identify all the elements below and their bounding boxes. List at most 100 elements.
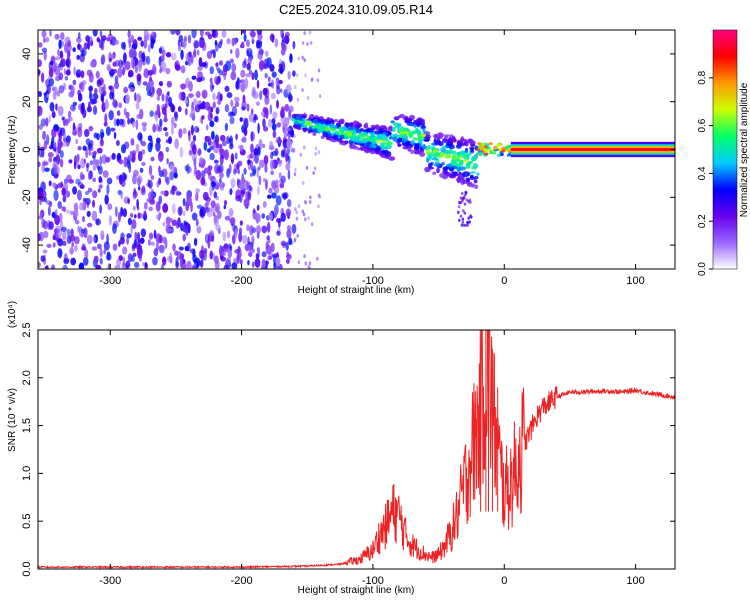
spectrogram-noise-cell xyxy=(226,230,231,239)
spectrogram-noise-cell xyxy=(184,98,188,104)
spectrogram-noise-cell xyxy=(309,199,312,204)
spectrogram-noise-cell xyxy=(136,243,143,251)
spectrogram-noise-cell xyxy=(57,200,62,209)
spectrogram-noise-cell xyxy=(87,101,91,112)
spectrogram-noise-cell xyxy=(258,159,265,168)
spectrogram-noise-cell xyxy=(163,126,168,132)
spectrogram-noise-cell xyxy=(57,144,62,154)
spectrogram-noise-cell xyxy=(223,199,228,206)
spectrogram-noise-cell xyxy=(142,125,147,132)
spectrogram-noise-cell xyxy=(280,212,286,222)
spectrogram-noise-cell xyxy=(264,163,268,173)
spectrogram-noise-cell xyxy=(70,257,77,266)
spectrogram-noise-cell xyxy=(278,172,282,179)
spectrogram-noise-cell xyxy=(209,120,215,128)
spectrogram-streak-cell xyxy=(344,140,349,145)
spectrogram-noise-cell xyxy=(255,101,261,106)
spectrogram-streak-cell xyxy=(341,127,345,133)
spectrogram-noise-cell xyxy=(296,73,299,78)
spectrogram-noise-cell xyxy=(230,153,235,165)
spectrogram-noise-cell xyxy=(247,190,252,201)
spectrogram-noise-cell xyxy=(72,79,77,86)
spectrogram-noise-cell xyxy=(67,110,72,119)
spectrogram-noise-cell xyxy=(142,81,148,86)
spectrogram-band-cell xyxy=(501,146,506,150)
spectrogram-noise-cell xyxy=(246,224,250,232)
spectrogram-streak-cell xyxy=(461,217,465,221)
spectrogram-noise-cell xyxy=(84,248,89,260)
spectrogram-noise-cell xyxy=(68,159,73,164)
spectrogram-noise-cell xyxy=(77,164,81,170)
spectrogram-streak-cell xyxy=(399,129,406,133)
spectrogram-noise-cell xyxy=(99,155,103,166)
spectrogram-noise-cell xyxy=(286,258,290,264)
spectrogram-streak-cell xyxy=(460,223,464,227)
spectrogram-noise-cell xyxy=(141,185,146,193)
spectrogram-noise-cell xyxy=(112,68,118,74)
spectrogram-streak-cell xyxy=(441,145,446,150)
spectrogram-noise-cell xyxy=(267,119,273,128)
spectrogram-streak-cell xyxy=(415,127,419,132)
spectrogram-noise-cell xyxy=(151,31,156,38)
spectrogram-noise-cell xyxy=(89,160,94,166)
spectrogram-noise-cell xyxy=(212,92,216,101)
spectrogram-noise-cell xyxy=(39,212,43,218)
spectrogram-noise-cell xyxy=(209,250,213,260)
spectrogram-noise-cell xyxy=(150,156,155,162)
spectrogram-noise-cell xyxy=(215,141,219,149)
spectrogram-noise-cell xyxy=(296,97,300,102)
spectrogram-noise-cell xyxy=(42,130,47,141)
spectrogram-noise-cell xyxy=(288,237,293,246)
spectrogram-noise-cell xyxy=(252,91,259,100)
spectrogram-noise-cell xyxy=(82,215,85,223)
spectrogram-noise-cell xyxy=(118,240,121,247)
spectrogram-noise-cell xyxy=(237,169,240,175)
spectrogram-noise-cell xyxy=(162,221,166,227)
spectrogram-streak-cell xyxy=(436,167,440,174)
spectrogram-band-cell xyxy=(477,142,482,146)
spectrogram-noise-cell xyxy=(174,250,179,256)
spectrogram-noise-cell xyxy=(287,116,293,121)
spectrogram-noise-cell xyxy=(155,214,161,219)
spectrogram-noise-cell xyxy=(318,194,321,199)
spectrogram-noise-cell xyxy=(149,241,156,246)
spectrogram-noise-cell xyxy=(280,106,285,115)
spectrogram-noise-cell xyxy=(251,235,255,246)
spectrogram-noise-cell xyxy=(137,150,143,162)
spectrogram-noise-cell xyxy=(276,230,281,236)
spectrogram-noise-cell xyxy=(304,261,308,266)
spectrogram-noise-cell xyxy=(221,69,228,77)
spectrogram-noise-cell xyxy=(115,139,120,147)
spectrogram-noise-cell xyxy=(251,261,255,268)
spectrogram-streak-cell xyxy=(354,137,360,143)
spectrogram-noise-cell xyxy=(113,118,117,127)
spectrogram-noise-cell xyxy=(251,227,257,234)
spectrogram-noise-cell xyxy=(48,201,53,208)
spectrogram-streak-cell xyxy=(469,171,476,174)
spectrogram-noise-cell xyxy=(318,94,322,99)
spectrogram-streak-cell xyxy=(309,129,313,133)
spectrogram-noise-cell xyxy=(209,66,214,75)
spectrogram-noise-cell xyxy=(183,220,187,227)
spectrogram-streak-cell xyxy=(302,117,306,124)
spectrogram-noise-cell xyxy=(122,256,126,267)
spectrogram-streak-cell xyxy=(442,166,450,170)
spectrogram-noise-cell xyxy=(54,56,61,61)
spectrogram-noise-cell xyxy=(193,237,198,247)
spectrogram-noise-cell xyxy=(214,202,221,213)
spectrogram-noise-cell xyxy=(255,253,260,260)
spectrogram-streak-cell xyxy=(325,120,332,125)
spectrogram-streak-cell xyxy=(461,199,464,203)
spectrogram-streak-cell xyxy=(381,136,386,141)
spectrogram-noise-cell xyxy=(135,93,141,104)
spectrogram-noise-cell xyxy=(49,60,54,66)
spectrogram-noise-cell xyxy=(242,136,247,143)
spectrogram-noise-cell xyxy=(246,49,249,57)
spectrogram-noise-cell xyxy=(137,36,143,41)
spectrogram-noise-cell xyxy=(100,230,105,241)
spectrogram-streak-cell xyxy=(401,135,409,139)
spectrogram-noise-cell xyxy=(110,72,114,78)
spectrogram-noise-cell xyxy=(161,256,167,266)
spectrogram-noise-cell xyxy=(104,113,108,124)
spectrogram-noise-cell xyxy=(88,142,93,150)
